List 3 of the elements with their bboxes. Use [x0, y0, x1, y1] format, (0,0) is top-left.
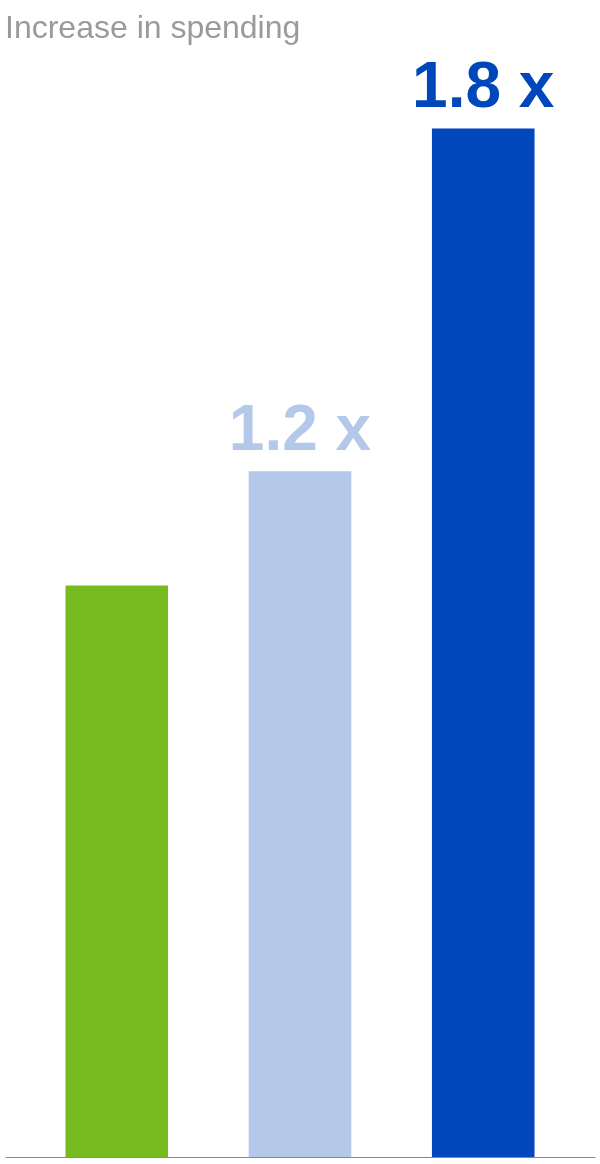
data-label: 1.8 x — [412, 49, 555, 122]
chart-title: Increase in spending — [5, 9, 301, 45]
data-label: 1.2 x — [228, 392, 372, 465]
